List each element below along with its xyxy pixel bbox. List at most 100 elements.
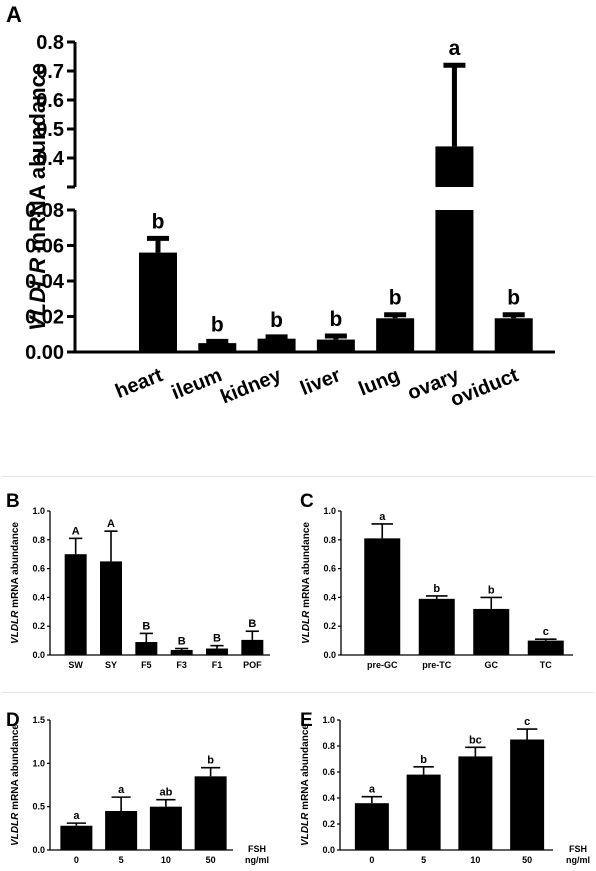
y-axis-label-text: mRNA abundance bbox=[10, 724, 21, 813]
x-tick-label: pre-GC bbox=[367, 660, 398, 670]
chart-a: 0.00 0.02 0.04 0.06 0.08 0.4 0.5 0.6 0.7 0.8 VLDLR… bbox=[25, 32, 555, 411]
bar bbox=[316, 339, 355, 352]
x-tick-label: 10 bbox=[161, 855, 171, 865]
x-tick-label: F5 bbox=[141, 660, 152, 670]
y-tick-label: 0.8 bbox=[36, 32, 64, 54]
x-tick-label: F1 bbox=[212, 660, 223, 670]
y-axis-label-text: mRNA abundance bbox=[300, 724, 311, 813]
y-tick-label: 0.0 bbox=[32, 650, 45, 660]
y-tick-label: 0.06 bbox=[25, 236, 64, 258]
bar bbox=[194, 776, 227, 850]
y-tick-label: 0.00 bbox=[25, 342, 64, 364]
chart-e: 0.0 0.2 0.4 0.6 0.8 1.0 VLDLR mRNA abundance a 0… bbox=[300, 715, 590, 865]
significance-label: B bbox=[213, 633, 221, 645]
significance-label: a bbox=[118, 784, 125, 796]
significance-label: b bbox=[420, 754, 427, 766]
significance-label: b bbox=[389, 287, 402, 310]
x-tick-label: ileum bbox=[168, 364, 225, 404]
bar bbox=[494, 318, 533, 352]
significance-label: a bbox=[369, 784, 376, 796]
bar bbox=[100, 561, 122, 655]
y-axis-label-text: mRNA abundance bbox=[25, 63, 50, 258]
y-tick-label: 1.5 bbox=[32, 715, 45, 725]
bar bbox=[376, 318, 415, 352]
bar bbox=[139, 252, 177, 352]
y-tick-label: 0.8 bbox=[322, 741, 335, 751]
bar bbox=[149, 806, 182, 850]
significance-label: c bbox=[543, 626, 549, 638]
panel-label-c: C bbox=[300, 491, 314, 512]
y-tick-label: 1.0 bbox=[323, 506, 336, 516]
bar bbox=[170, 649, 193, 655]
x-tick-label: 0 bbox=[74, 855, 79, 865]
panel-label-e: E bbox=[300, 710, 313, 731]
x-tick-label: lung bbox=[356, 364, 403, 400]
separator-line bbox=[2, 476, 594, 477]
x-tick-label: 50 bbox=[522, 855, 532, 865]
bar bbox=[354, 803, 389, 850]
y-tick-label: 0.2 bbox=[322, 819, 335, 829]
significance-label: b bbox=[507, 287, 520, 310]
significance-label: b bbox=[211, 313, 224, 336]
y-tick-label: 0.5 bbox=[36, 119, 64, 141]
y-axis-label-text: mRNA abundance bbox=[301, 522, 312, 611]
x-tick-label: SW bbox=[68, 660, 83, 670]
y-axis-label: VLDLR mRNA abundance bbox=[10, 724, 21, 846]
chart-c: 0.0 0.2 0.4 0.6 0.8 1.0 VLDLR mRNA abundance a p… bbox=[301, 506, 573, 670]
y-axis-label-gene: VLDLR bbox=[10, 610, 21, 644]
x-tick-label: GC bbox=[485, 660, 499, 670]
y-tick-label: 0.7 bbox=[36, 61, 64, 83]
panel-label-b: B bbox=[6, 491, 20, 512]
x-axis-label-unit: ng/ml bbox=[566, 855, 590, 865]
bar bbox=[473, 608, 510, 655]
y-axis-label: VLDLR mRNA abundance bbox=[300, 724, 311, 846]
bar bbox=[418, 598, 455, 655]
x-axis-label: FSH bbox=[248, 844, 266, 854]
x-tick-label: 5 bbox=[421, 855, 426, 865]
x-tick-label: 50 bbox=[206, 855, 216, 865]
significance-label: B bbox=[142, 620, 150, 632]
x-axis-label: FSH bbox=[569, 844, 587, 854]
y-tick-label: 0.6 bbox=[36, 90, 64, 112]
chart-b: 0.0 0.2 0.4 0.6 0.8 1.0 VLDLR mRNA abundance A S… bbox=[10, 506, 270, 670]
y-tick-label: 0.6 bbox=[323, 564, 336, 574]
separator-line bbox=[2, 692, 594, 693]
y-axis-label-gene: VLDLR bbox=[300, 812, 311, 846]
panel-label-d: D bbox=[6, 710, 20, 731]
y-tick-label: 0.6 bbox=[32, 564, 45, 574]
bar bbox=[364, 538, 401, 655]
y-axis-label-gene: VLDLR bbox=[301, 610, 312, 644]
x-tick-label: oviduct bbox=[447, 364, 521, 411]
bar bbox=[206, 648, 228, 655]
y-tick-label: 0.4 bbox=[36, 148, 65, 170]
y-axis-label: VLDLR mRNA abundance bbox=[301, 522, 312, 644]
y-axis-label-gene: VLDLR bbox=[10, 812, 21, 846]
y-axis-label: VLDLR mRNA abundance bbox=[10, 522, 21, 644]
significance-label: bc bbox=[469, 734, 482, 746]
y-tick-label: 0.8 bbox=[323, 535, 336, 545]
x-axis-label-unit: ng/ml bbox=[245, 855, 269, 865]
bar bbox=[527, 640, 564, 655]
significance-label: A bbox=[72, 525, 80, 537]
bar-upper bbox=[435, 146, 474, 187]
y-tick-label: 0.4 bbox=[322, 793, 335, 803]
x-tick-label: 10 bbox=[470, 855, 480, 865]
y-tick-label: 0.5 bbox=[32, 802, 45, 812]
chart-d: 0.0 0.5 1.0 1.5 VLDLR mRNA abundance a 0 a 5 ab 10… bbox=[10, 715, 269, 865]
y-tick-label: 0.08 bbox=[25, 200, 64, 222]
y-tick-label: 0.4 bbox=[323, 592, 336, 602]
bar bbox=[105, 811, 138, 850]
bar bbox=[241, 639, 264, 655]
bar bbox=[257, 338, 296, 352]
significance-label: A bbox=[107, 518, 115, 530]
bar bbox=[60, 825, 93, 850]
x-tick-label: pre-TC bbox=[422, 660, 452, 670]
bar bbox=[510, 739, 545, 850]
x-tick-label: TC bbox=[540, 660, 552, 670]
y-tick-label: 0.04 bbox=[25, 271, 65, 293]
x-tick-label: POF bbox=[243, 660, 262, 670]
y-tick-label: 0.0 bbox=[32, 845, 45, 855]
y-tick-label: 0.02 bbox=[25, 307, 64, 329]
y-tick-label: 0.0 bbox=[323, 650, 336, 660]
